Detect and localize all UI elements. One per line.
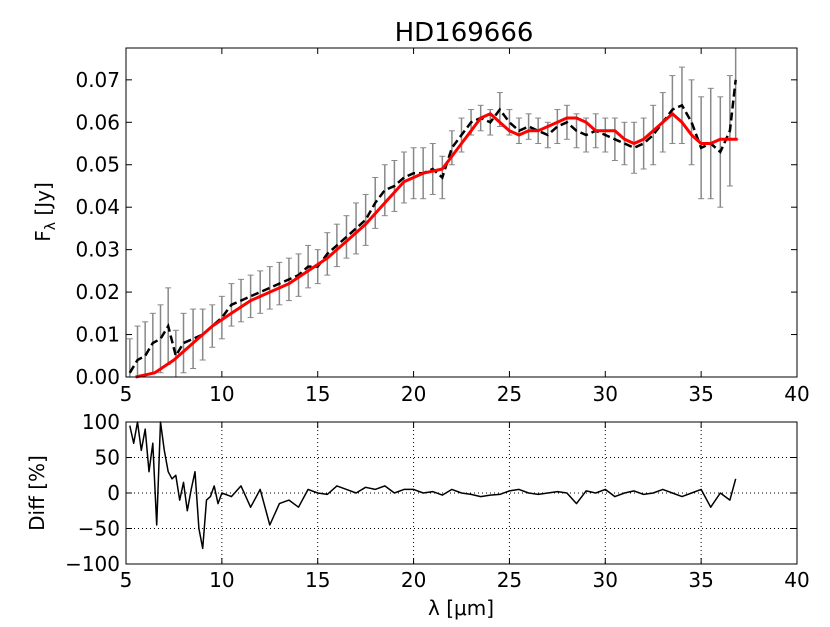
y-tick-label: 50 [95, 446, 120, 470]
diff-x-ticks: 5 10 15 20 25 30 35 40 [120, 422, 810, 592]
x-tick-label: 40 [784, 568, 809, 592]
observed-spectrum-line [128, 79, 737, 374]
y-tick-label: 0 [107, 481, 120, 505]
y-tick-label: −50 [78, 517, 120, 541]
x-tick-label: 10 [209, 382, 234, 406]
x-tick-label: 40 [784, 382, 809, 406]
difference-line [129, 421, 737, 550]
diff-y-ticks: −100 −50 0 50 100 [65, 410, 797, 576]
y-tick-label: 0.00 [75, 365, 120, 389]
main-y-axis-label-subscript: λ [43, 222, 59, 230]
main-plot-frame [125, 47, 798, 378]
x-tick-label: 10 [209, 568, 234, 592]
diff-y-axis-label: Diff [%] [25, 455, 49, 531]
x-tick-label: 5 [120, 382, 133, 406]
x-axis-label: λ [μm] [428, 596, 494, 620]
model-spectrum-line [135, 112, 738, 379]
x-tick-label: 30 [593, 382, 618, 406]
x-tick-label: 25 [497, 568, 522, 592]
x-tick-label: 30 [593, 568, 618, 592]
chart-title: HD169666 [395, 18, 534, 48]
main-plot-data [126, 47, 739, 379]
y-tick-label: 0.06 [75, 110, 120, 134]
x-tick-label: 25 [497, 382, 522, 406]
y-tick-label: 100 [82, 410, 120, 434]
main-x-ticks: 5 10 15 20 25 30 35 40 [120, 48, 810, 406]
x-tick-label: 15 [305, 568, 330, 592]
diff-plot: 5 10 15 20 25 30 35 40 −100 −50 0 50 100 Diff [%] λ… [25, 410, 810, 620]
diff-plot-data [129, 421, 737, 550]
y-tick-label: 0.01 [75, 323, 120, 347]
x-tick-label: 20 [401, 382, 426, 406]
main-plot: 5 10 15 20 25 30 35 40 0.00 0.01 0.02 0.03 0.04 0.05… [31, 47, 810, 406]
y-tick-label: 0.05 [75, 153, 120, 177]
y-tick-label: 0.03 [75, 238, 120, 262]
y-tick-label: 0.02 [75, 280, 120, 304]
x-tick-label: 35 [688, 382, 713, 406]
main-y-axis-label: Fλ [Jy] [31, 182, 59, 242]
y-tick-label: 0.07 [75, 68, 120, 92]
y-tick-label: −100 [65, 552, 120, 576]
x-tick-label: 15 [305, 382, 330, 406]
y-tick-label: 0.04 [75, 195, 120, 219]
x-tick-label: 5 [120, 568, 133, 592]
x-tick-label: 35 [688, 568, 713, 592]
main-y-ticks: 0.00 0.01 0.02 0.03 0.04 0.05 0.06 0.07 [75, 68, 797, 389]
x-tick-label: 20 [401, 568, 426, 592]
